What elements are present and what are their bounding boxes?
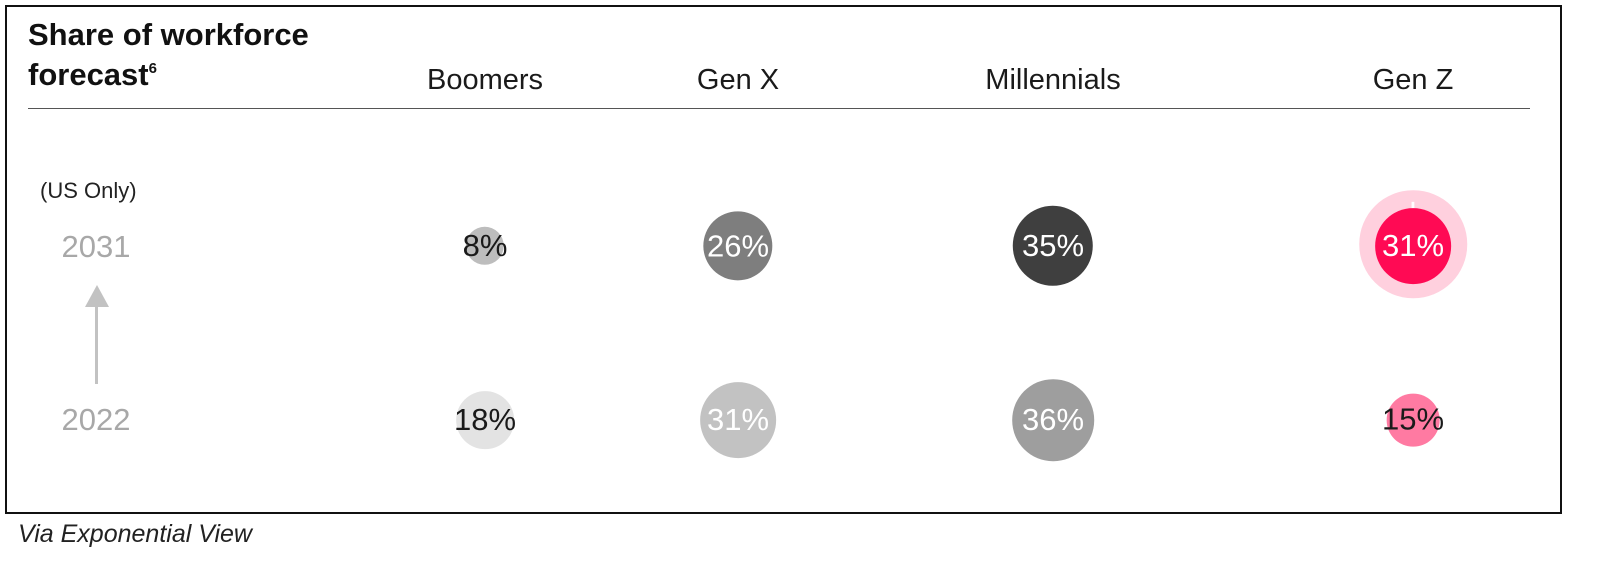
column-header-gen-z: Gen Z (1372, 64, 1454, 96)
bubble-boomers-2031: 8% (463, 226, 507, 266)
year-label-2031: 2031 (61, 229, 131, 264)
arrow-shaft (95, 306, 98, 384)
bubble-label-millennials-2031: 35% (1021, 227, 1085, 263)
region-note: (US Only) (40, 178, 137, 203)
chart-title-line-1: Share of workforce (28, 17, 309, 52)
bubble-label-gen-z-2031: 31% (1381, 228, 1445, 263)
source-caption: Via Exponential View (18, 520, 252, 548)
column-header-boomers: Boomers (426, 64, 544, 96)
column-header-gen-x: Gen X (696, 64, 780, 96)
bubble-millennials-2022: 36% (1012, 379, 1094, 461)
bubble-label-gen-z-2022: 15% (1381, 401, 1445, 437)
bubble-label-millennials-2022: 36% (1021, 402, 1085, 437)
bubble-boomers-2022: 18% (453, 391, 517, 449)
year-label-2022: 2022 (61, 402, 131, 437)
title-footnote: 6 (148, 60, 157, 77)
bubble-millennials-2031: 35% (1012, 205, 1094, 287)
chart-frame (5, 5, 1562, 514)
bubble-label-gen-x-2022: 31% (706, 402, 770, 437)
arrow-up-icon (85, 285, 109, 307)
bubble-gen-x-2022: 31% (700, 382, 776, 458)
chart-title: Share of workforce forecast6 (28, 18, 309, 92)
bubble-gen-x-2031: 26% (703, 211, 773, 281)
bubble-label-boomers-2031: 8% (462, 227, 508, 263)
chart-title-line-2: forecast (28, 57, 149, 92)
column-header-millennials: Millennials (985, 64, 1121, 96)
header-rule (28, 108, 1530, 109)
bubble-gen-z-2031: 31% (1375, 208, 1451, 284)
bubble-label-gen-x-2031: 26% (706, 228, 770, 263)
bubble-label-boomers-2022: 18% (453, 402, 517, 437)
bubble-gen-z-2022: 15% (1382, 393, 1444, 447)
